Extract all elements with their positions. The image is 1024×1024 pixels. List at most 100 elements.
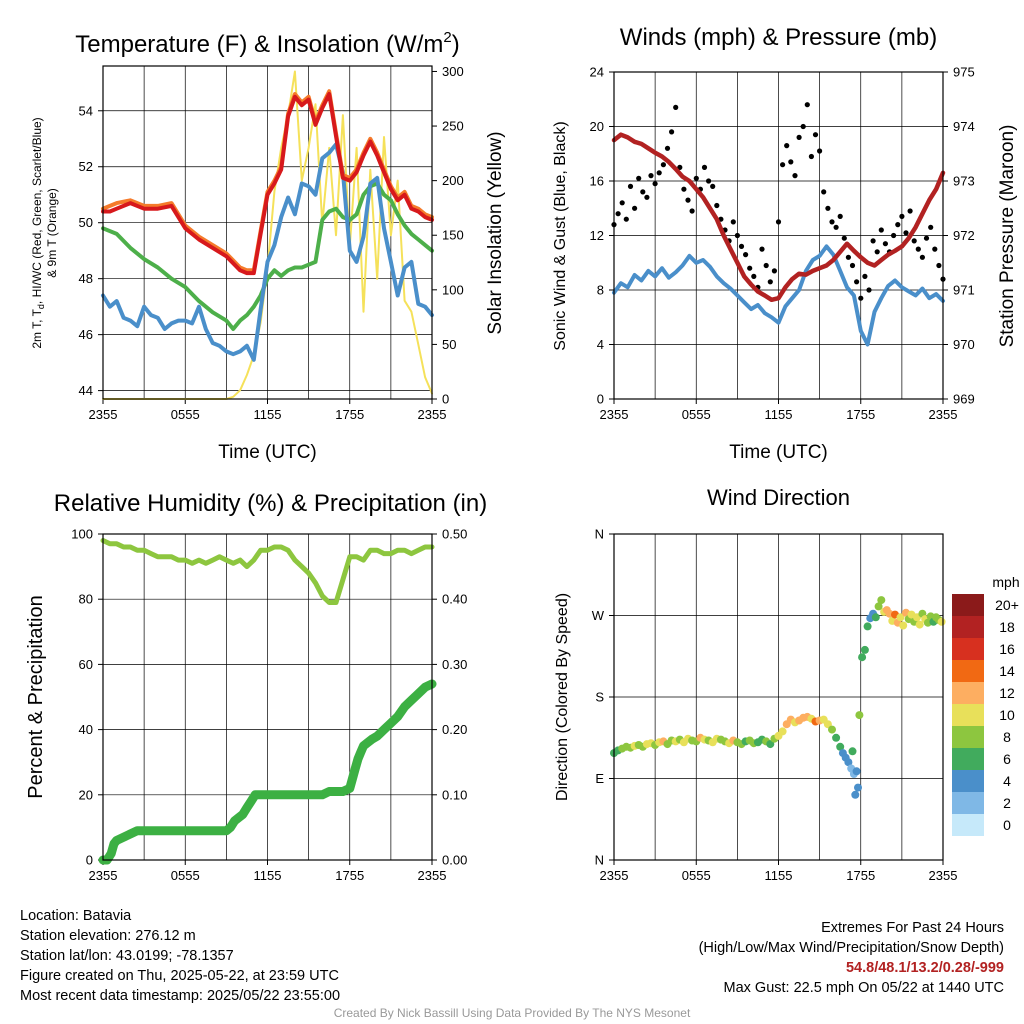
gust-point (780, 162, 786, 168)
legend-label: 16 (999, 641, 1015, 657)
x-tick-label: 1155 (254, 868, 282, 883)
gust-point (660, 162, 667, 168)
gust-point (788, 159, 794, 165)
panel-1-border (613, 71, 944, 400)
direction-point (848, 747, 857, 756)
gust-point (936, 262, 942, 269)
extremes-legend: (High/Low/Max Wind/Precipitation/Snow De… (698, 940, 1004, 956)
temperature-y-axis-label: 2m T, Td, HI/WC (Red, Green, Scarlet/Blu… (30, 117, 46, 348)
gust-point (895, 222, 901, 228)
y-tick-label: N (595, 527, 604, 542)
legend-label: 12 (999, 685, 1015, 701)
y2-tick-label: 973 (953, 174, 975, 189)
gust-point (874, 249, 880, 255)
figure-created: Figure created on Thu, 2025-05-22, at 23… (20, 968, 339, 984)
station-info: Location: Batavia Station elevation: 276… (20, 906, 340, 1006)
y-label-part: , HI/WC (Red, Green, Scarlet/Blue) (30, 117, 44, 304)
y-tick-label: E (595, 771, 604, 786)
gust-point (759, 246, 765, 252)
recent-timestamp: Most recent data timestamp: 2025/05/22 2… (20, 988, 341, 1004)
gust-point (730, 219, 736, 225)
y-tick-label: 46 (79, 327, 93, 342)
gust-point (763, 262, 769, 269)
station-elevation: Station elevation: 276.12 m (20, 928, 196, 944)
gust-point (619, 200, 625, 206)
x-tick-label: 0555 (171, 407, 200, 422)
y2-tick-label: 975 (953, 65, 975, 80)
panel-2-border (102, 533, 433, 861)
y2-tick-label: 970 (953, 337, 975, 352)
gust-point (923, 235, 930, 241)
y-tick-label: 20 (590, 119, 604, 134)
series-2m-temp-line (101, 92, 434, 276)
gust-point (767, 279, 773, 285)
max-gust: Max Gust: 22.5 mph On 05/22 at 1440 UTC (723, 980, 1004, 996)
temperature-chart-title: Temperature (F) & Insolation (W/m2) (75, 29, 459, 58)
gust-point (685, 197, 691, 203)
x-tick-label: 2355 (600, 868, 629, 883)
gust-point (636, 175, 642, 181)
x-tick-label: 1155 (765, 407, 793, 422)
gust-point (771, 268, 778, 274)
x-tick-label: 2355 (600, 407, 629, 422)
y-tick-label: 80 (79, 592, 93, 607)
direction-point (828, 725, 836, 734)
gust-point (849, 262, 856, 269)
gust-point (866, 287, 872, 293)
y-tick-label: W (592, 608, 605, 623)
y2-tick-label: 250 (442, 119, 464, 134)
gust-point (644, 194, 650, 200)
panel-0-border (102, 65, 433, 400)
y2-tick-label: 0.30 (442, 657, 467, 672)
title-text: Temperature (F) & Insolation (W/m (75, 31, 443, 58)
series-sonic-wind-line (612, 244, 945, 347)
temperature-y-axis-label-line2: & 9m T (Orange) (45, 188, 59, 278)
legend-color-box (952, 792, 984, 814)
gust-point (812, 132, 819, 138)
legend-color-box (952, 682, 984, 704)
wind-direction-y-axis-label: Direction (Colored By Speed) (554, 593, 571, 801)
direction-point (915, 620, 924, 629)
x-tick-label: 1755 (335, 407, 364, 422)
series-station-pressure-line (611, 132, 946, 303)
x-tick-label: 2355 (418, 407, 447, 422)
gust-point (833, 224, 839, 230)
gust-point (673, 104, 679, 110)
direction-point (937, 617, 946, 626)
gust-point (825, 205, 831, 211)
gust-point (738, 243, 745, 249)
legend-color-box (952, 660, 984, 682)
legend-label: 2 (1003, 795, 1011, 811)
gust-point (891, 232, 897, 239)
winds-y-axis-label: Sonic Wind & Gust (Blue, Black) (552, 121, 569, 350)
x-tick-label: 2355 (89, 868, 118, 883)
winds-x-axis-label: Time (UTC) (729, 442, 828, 463)
panel-3-border (613, 533, 944, 861)
y-tick-label: S (595, 690, 604, 705)
gust-point (640, 189, 646, 195)
winds-chart-title: Winds (mph) & Pressure (mb) (620, 24, 937, 51)
legend-color-box (952, 770, 984, 792)
gust-point (841, 235, 847, 241)
pressure-y2-axis-label: Station Pressure (Maroon) (997, 125, 1018, 348)
gust-point (821, 189, 827, 195)
y2-tick-label: 971 (953, 283, 975, 298)
gust-point (681, 186, 687, 192)
gust-point (796, 134, 802, 140)
direction-point (899, 621, 908, 630)
gust-point (632, 205, 638, 211)
direction-point (844, 758, 853, 767)
direction-point (877, 596, 886, 605)
humidity-chart-title: Relative Humidity (%) & Precipitation (i… (54, 490, 487, 517)
insolation-y2-axis-label: Solar Insolation (Yellow) (485, 131, 506, 334)
gust-point (751, 273, 757, 279)
x-tick-label: 0555 (682, 407, 711, 422)
gust-point (907, 208, 913, 214)
y2-tick-label: 50 (442, 337, 456, 352)
direction-point (874, 602, 883, 611)
y-label-part: 2m T, T (30, 308, 44, 348)
x-tick-label: 2355 (89, 407, 118, 422)
gust-point (784, 143, 790, 149)
legend-label: 0 (1003, 817, 1011, 833)
